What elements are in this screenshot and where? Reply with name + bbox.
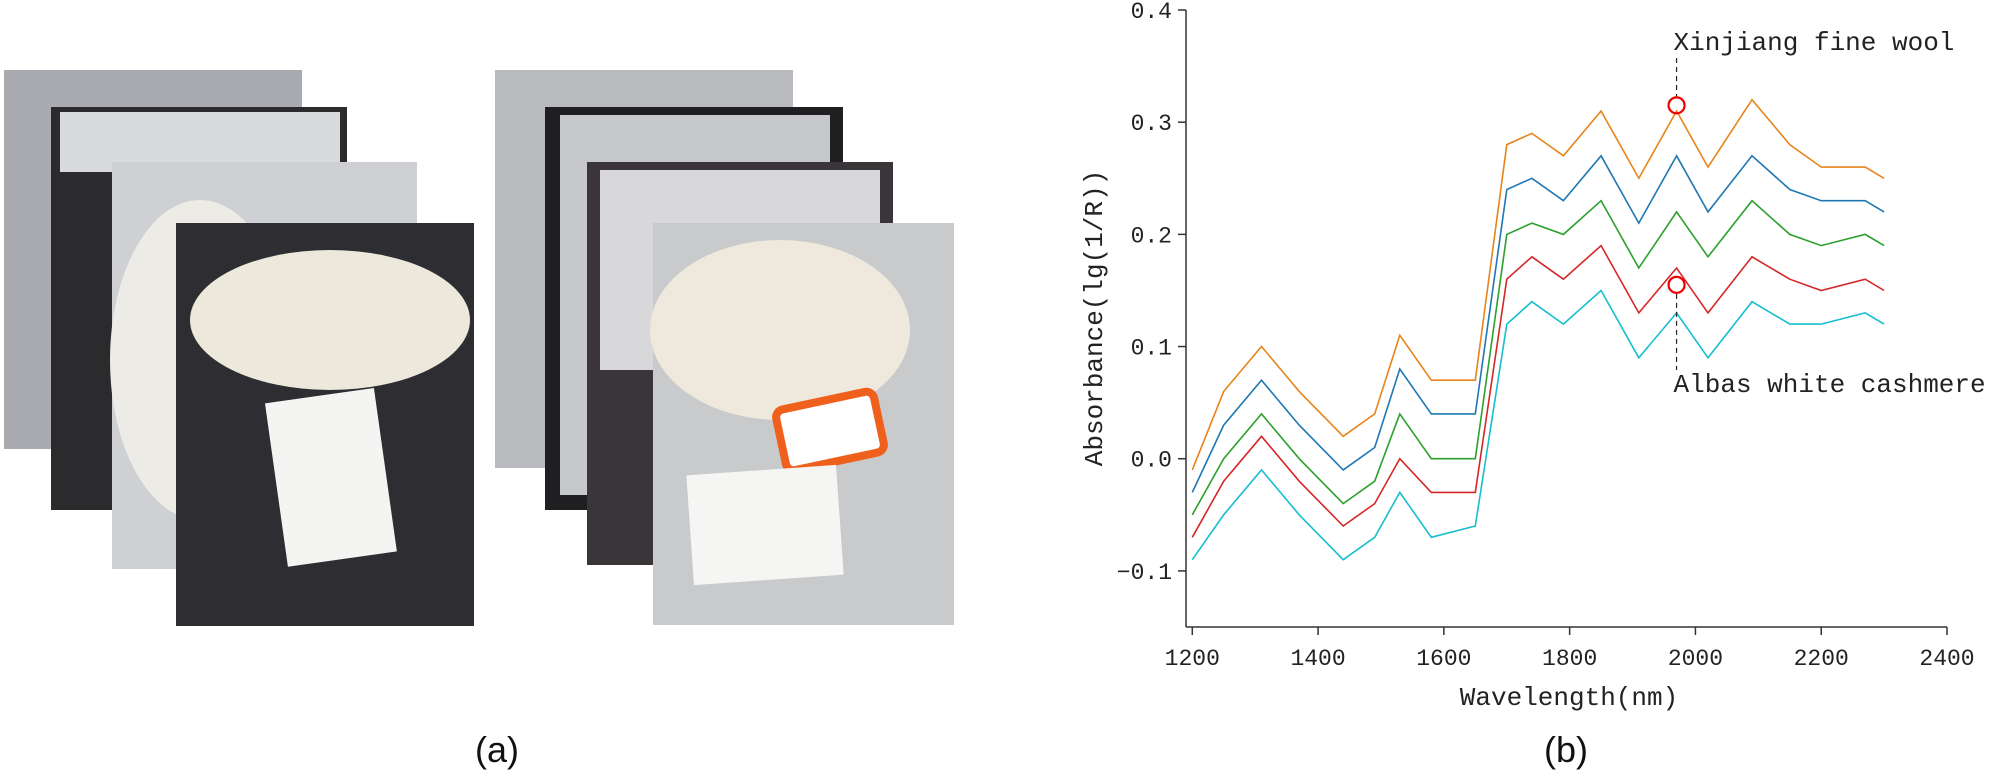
annotation-marker: [1667, 275, 1686, 294]
annotation-marker: [1667, 96, 1686, 115]
wool: [650, 240, 910, 420]
x-tick-label: 1800: [1542, 646, 1597, 672]
panel-label: (a): [475, 729, 519, 770]
spectrum-line: [1191, 98, 1885, 471]
spectrum-line: [1191, 289, 1885, 561]
sticker: [772, 387, 888, 475]
x-tick-label: 2200: [1794, 646, 1849, 672]
y-tick-label: 0.2: [1131, 223, 1172, 249]
y-tick-label: 0.0: [1131, 448, 1172, 474]
label-card: [264, 388, 397, 567]
photo-panel: [4, 70, 954, 626]
panel-label: (b): [1544, 729, 1588, 770]
y-tick-label: −0.1: [1117, 560, 1172, 586]
x-axis-label: Wavelength(nm): [1460, 683, 1678, 713]
y-tick-label: 0.4: [1131, 0, 1172, 25]
y-tick-label: 0.1: [1131, 336, 1172, 362]
y-axis-label: Absorbance(lg(1/R)): [1080, 170, 1110, 466]
x-tick-label: 1200: [1165, 646, 1220, 672]
spectrum-line: [1191, 154, 1885, 493]
label-card: [686, 464, 844, 586]
spectrum-line: [1191, 244, 1885, 538]
x-tick-label: 1600: [1416, 646, 1471, 672]
x-tick-label: 2400: [1919, 646, 1974, 672]
x-tick-label: 2000: [1668, 646, 1723, 672]
annotation-text: Xinjiang fine wool: [1674, 28, 1955, 58]
spectrum-line: [1191, 199, 1885, 516]
x-tick-label: 1400: [1290, 646, 1345, 672]
annotation-text: Albas white cashmere: [1674, 370, 1986, 400]
y-tick-label: 0.3: [1131, 111, 1172, 137]
wool: [190, 250, 470, 390]
